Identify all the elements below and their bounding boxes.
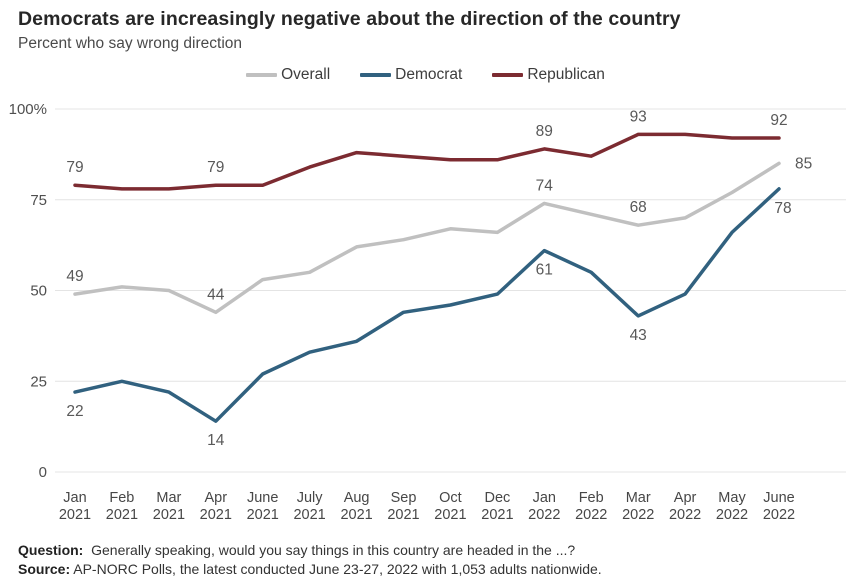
data-label-democrat-14: 14 [207,432,225,449]
x-axis-label-year: 2022 [575,507,607,523]
x-axis-label-year: 2021 [481,507,513,523]
legend-item-republican: Republican [492,66,605,84]
x-axis-label-year: 2021 [247,507,279,523]
x-axis-label-year: 2021 [200,507,232,523]
x-axis-label-year: 2022 [763,507,795,523]
x-axis-label-month: Oct [439,490,462,506]
x-axis-label-month: Mar [626,490,651,506]
x-axis-label-year: 2021 [434,507,466,523]
series-line-democrat [73,187,781,423]
x-axis-label-month: Sep [391,490,417,506]
data-label-republican-92: 92 [770,112,787,129]
x-axis-label-month: May [718,490,746,506]
x-axis-label-year: 2022 [716,507,748,523]
y-axis-label: 75 [30,192,47,209]
data-label-overall-74: 74 [536,177,554,194]
y-axis-label: 0 [39,464,47,481]
x-axis-label-month: Feb [579,490,604,506]
x-axis-label-year: 2021 [293,507,325,523]
x-axis-label-month: Jan [63,490,86,506]
x-axis-label-month: June [247,490,278,506]
chart-subtitle: Percent who say wrong direction [18,35,243,52]
line-chart: 0255075100%Jan2021Feb2021Mar2021Apr2021J… [9,101,846,523]
legend-label-overall: Overall [281,66,331,83]
series-line-republican [73,132,781,191]
data-label-overall-85: 85 [795,155,812,172]
data-label-democrat-61: 61 [536,262,553,279]
x-axis-label-month: Aug [344,490,370,506]
data-label-democrat-78: 78 [774,200,791,217]
chart-title: Democrats are increasingly negative abou… [18,8,681,30]
legend-item-democrat: Democrat [360,66,462,84]
x-axis-label-month: Apr [674,490,697,506]
x-axis-label-year: 2022 [622,507,654,523]
data-label-democrat-43: 43 [630,327,647,344]
x-axis-label-year: 2021 [59,507,91,523]
x-axis-label-month: Mar [156,490,181,506]
source-label: Source: [18,561,71,578]
x-axis-label-year: 2021 [387,507,419,523]
source-note: Source: AP-NORC Polls, the latest conduc… [18,560,831,579]
x-axis-label-month: July [297,490,324,506]
chart-footer: Question: Generally speaking, would you … [0,531,851,580]
data-label-overall-44: 44 [207,286,225,303]
x-axis-label-year: 2021 [340,507,372,523]
x-axis-label-month: Feb [109,490,134,506]
question-note: Question: Generally speaking, would you … [18,541,831,560]
y-axis-label: 50 [30,283,47,300]
overall-line-swatch [246,73,278,77]
legend-item-overall: Overall [246,66,330,84]
legend-label-democrat: Democrat [395,66,463,83]
question-text: Generally speaking, would you say things… [91,542,576,558]
y-axis-label: 100% [9,101,47,118]
data-label-republican-89: 89 [536,123,553,140]
source-text: AP-NORC Polls, the latest conducted June… [73,561,602,578]
democrat-line-swatch [360,73,392,77]
y-axis-label: 25 [30,373,47,390]
data-label-overall-49: 49 [66,268,83,285]
republican-line-swatch [492,73,524,77]
legend-label-republican: Republican [527,66,605,83]
legend: Overall Democrat Republican [0,63,851,87]
series-line-overall [73,161,781,315]
x-axis-label-month: June [763,490,794,506]
question-label: Question: [18,542,84,558]
x-axis-label-year: 2022 [669,507,701,523]
x-axis-label-year: 2021 [153,507,185,523]
data-label-overall-68: 68 [630,199,647,216]
x-axis-label-month: Dec [485,490,511,506]
x-axis-label-month: Jan [533,490,556,506]
data-label-republican-79: 79 [66,159,83,176]
x-axis-label-year: 2021 [106,507,138,523]
x-axis-label-year: 2022 [528,507,560,523]
data-label-republican-93: 93 [630,108,647,125]
data-label-republican-79: 79 [207,159,224,176]
data-label-democrat-22: 22 [66,403,83,420]
x-axis-label-month: Apr [205,490,228,506]
